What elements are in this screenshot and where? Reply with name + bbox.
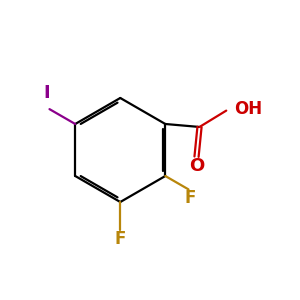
Text: F: F: [115, 230, 126, 247]
Text: F: F: [184, 189, 196, 207]
Text: OH: OH: [235, 100, 263, 118]
Text: O: O: [189, 157, 204, 175]
Text: I: I: [44, 84, 50, 102]
